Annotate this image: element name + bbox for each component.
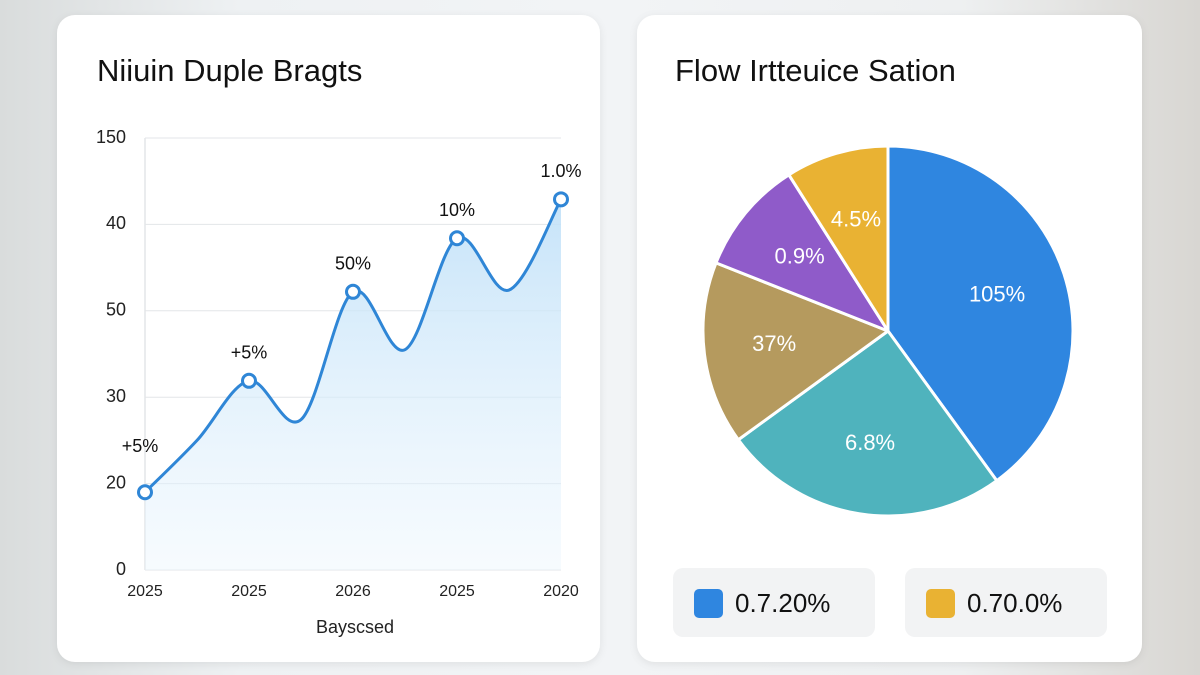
line-area <box>145 199 561 570</box>
slice-label: 4.5% <box>831 207 881 232</box>
y-tick-label: 30 <box>106 386 126 406</box>
pie-slice <box>787 144 890 333</box>
pie-title: Flow Irtteuice Sation <box>675 53 956 88</box>
point-label: +5% <box>231 343 268 363</box>
slice-label: 6.8% <box>845 430 895 455</box>
legend-label: 0.70.0% <box>967 588 1062 618</box>
point-marker <box>345 283 361 300</box>
y-tick-label: 50 <box>106 300 126 320</box>
x-tick-label: 2026 <box>335 583 371 600</box>
y-tick-label: 0 <box>116 559 126 579</box>
legend-box <box>673 568 875 637</box>
x-axis-label: Bayscsed <box>316 617 394 637</box>
point-marker <box>241 372 257 389</box>
legend-box <box>905 568 1107 637</box>
slice-label: 105% <box>969 281 1025 306</box>
point-marker <box>449 230 465 247</box>
point-label: 50% <box>335 254 371 274</box>
point-label: 1.0% <box>540 161 581 181</box>
x-tick-label: 2020 <box>543 583 579 600</box>
legend-swatch <box>694 589 723 618</box>
y-tick-label: 20 <box>106 472 126 492</box>
point-marker <box>553 191 569 208</box>
y-tick-label: 150 <box>96 127 126 147</box>
x-tick-label: 2025 <box>439 583 475 600</box>
slice-label: 0.9% <box>775 244 825 269</box>
pie-slice <box>714 173 890 333</box>
slice-label: 37% <box>752 331 796 356</box>
y-tick-label: 40 <box>106 213 126 233</box>
legend-label: 0.7.20% <box>735 588 830 618</box>
point-marker <box>137 484 153 501</box>
legend-swatch <box>926 589 955 618</box>
x-tick-label: 2025 <box>231 583 267 600</box>
point-label: 10% <box>439 200 475 220</box>
line-title: Niiuin Duple Bragts <box>97 53 362 88</box>
pie-slice <box>736 329 999 518</box>
x-tick-label: 2025 <box>127 583 163 600</box>
point-label: +5% <box>122 436 159 456</box>
pie-slice <box>886 144 1075 483</box>
pie-slice <box>701 261 890 442</box>
